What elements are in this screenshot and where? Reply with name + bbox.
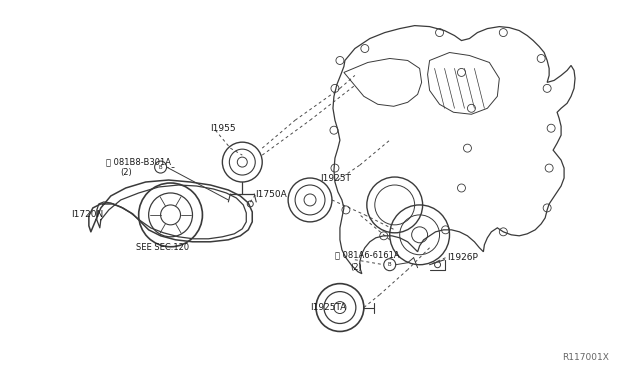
Text: I1750A: I1750A <box>255 190 287 199</box>
Text: (2): (2) <box>121 167 132 177</box>
Text: B: B <box>159 164 163 170</box>
Text: Ⓑ 081B8-B301A: Ⓑ 081B8-B301A <box>106 158 171 167</box>
Text: R117001X: R117001X <box>562 353 609 362</box>
Text: Ⓑ 081A6-6161A: Ⓑ 081A6-6161A <box>335 250 399 259</box>
Text: I1720N: I1720N <box>71 211 103 219</box>
Text: I1925T: I1925T <box>320 173 351 183</box>
Text: SEE SEC.120: SEE SEC.120 <box>136 243 189 252</box>
Text: I1926P: I1926P <box>447 253 478 262</box>
Text: (2): (2) <box>350 263 362 272</box>
Text: B: B <box>388 262 392 267</box>
Text: I1925TA: I1925TA <box>310 303 346 312</box>
Text: I1955: I1955 <box>211 124 236 133</box>
